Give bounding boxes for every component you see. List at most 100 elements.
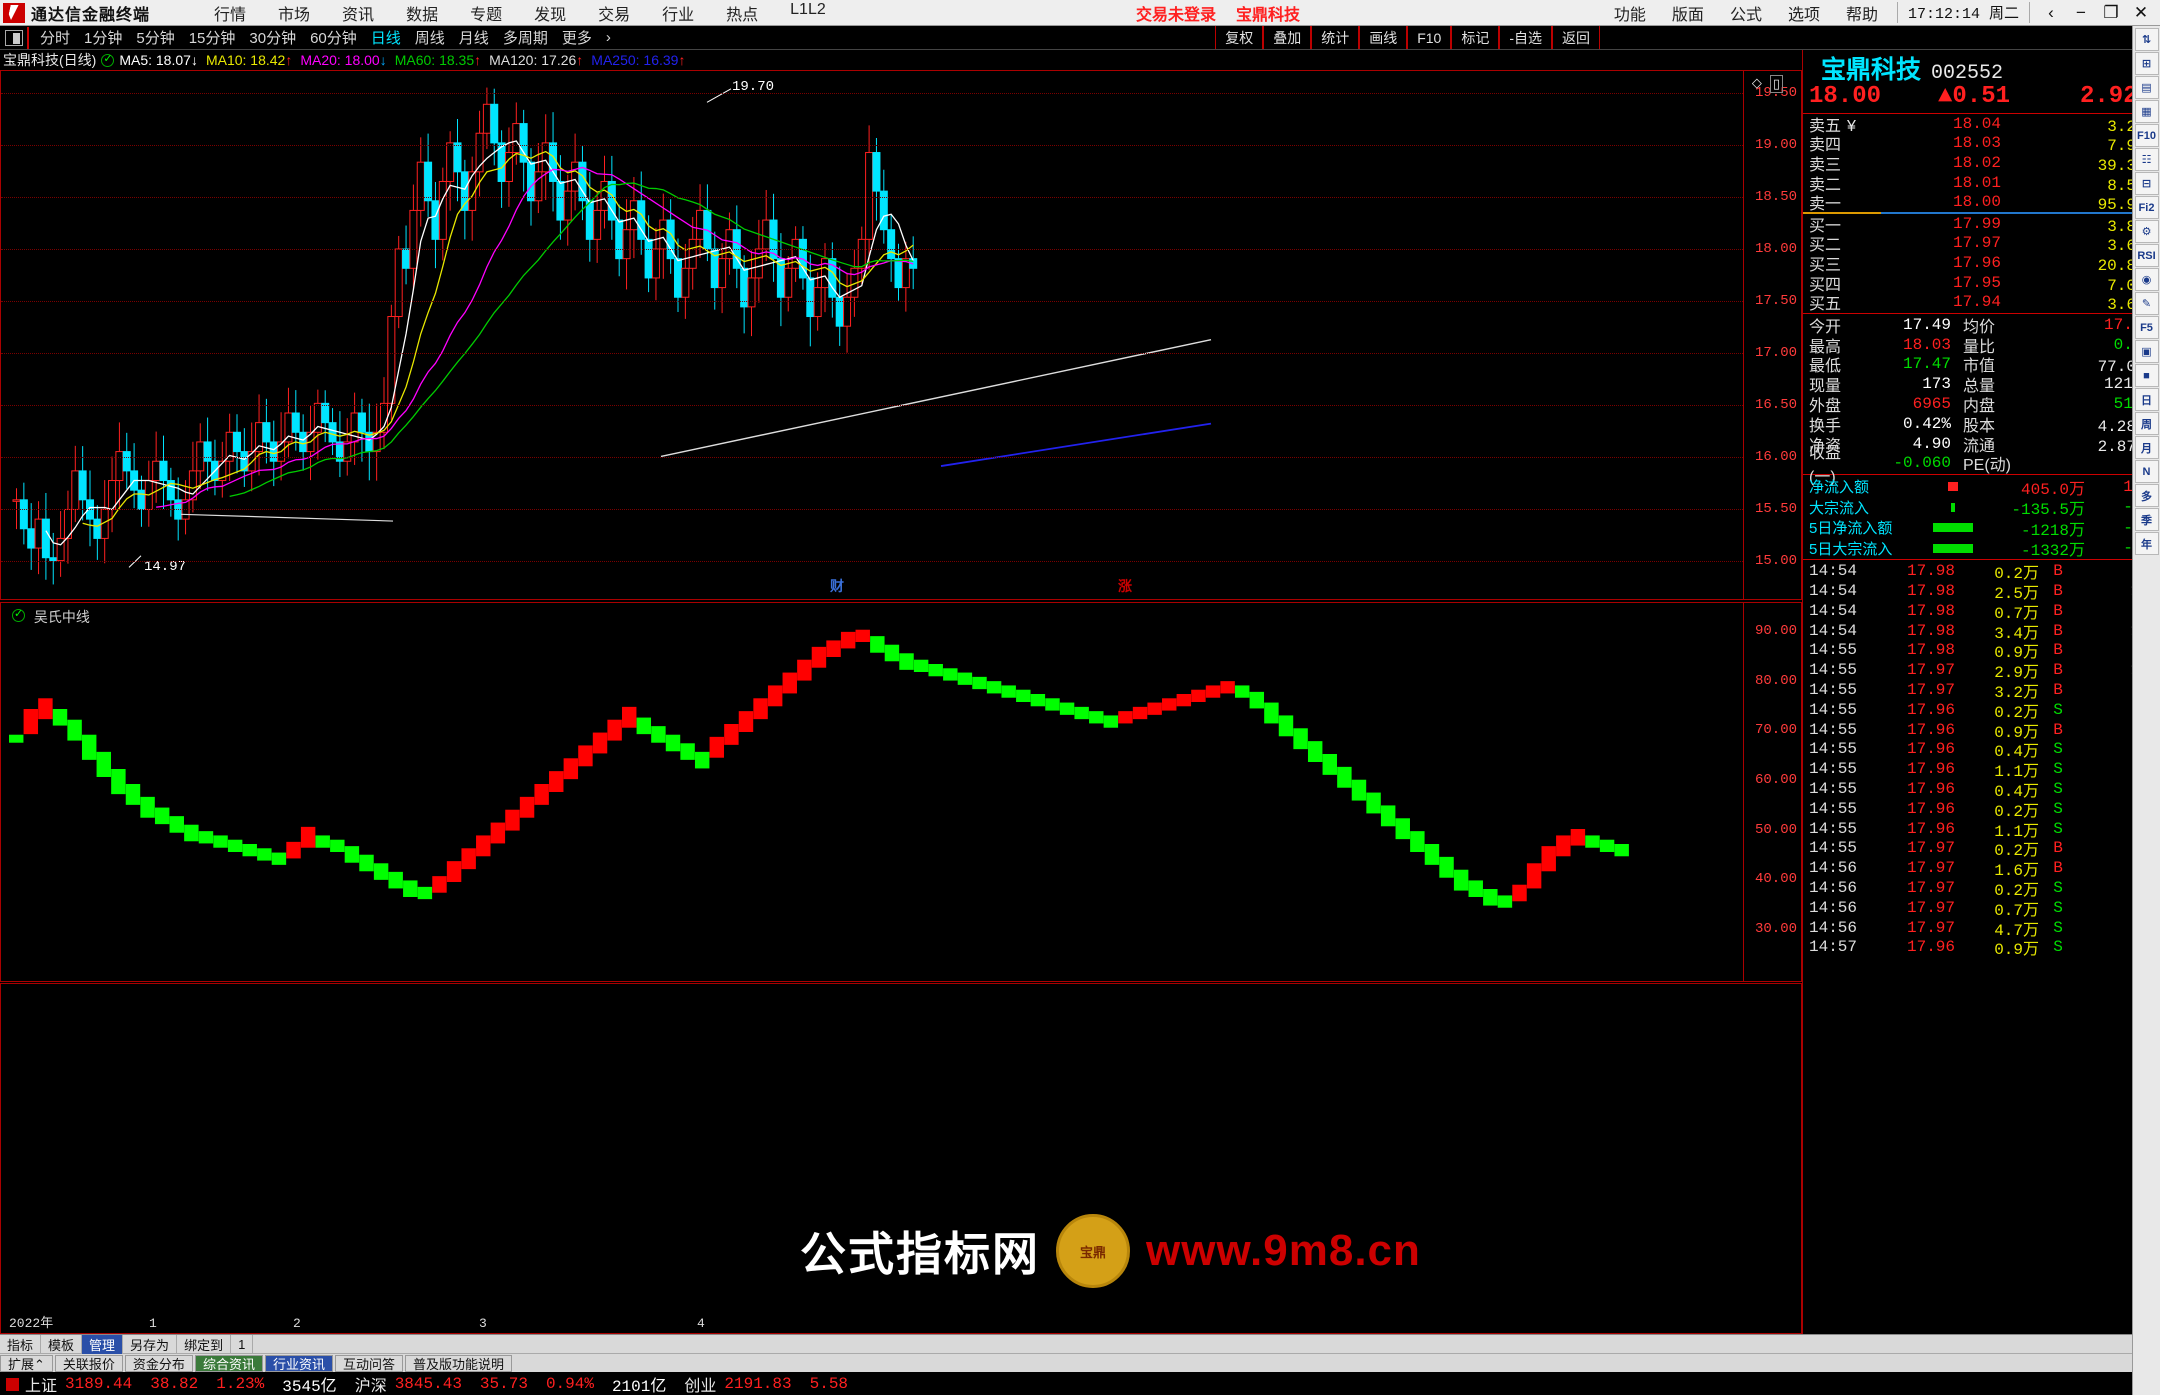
ext-btn-综合资讯[interactable]: 综合资讯 — [194, 1354, 263, 1372]
main-kline-pane[interactable]: 19.50 19.00 18.50 18.00 17.50 17.00 16.50 16.00… — [0, 70, 1802, 600]
menu-right-0[interactable]: 功能 — [1613, 6, 1646, 24]
order-book-row[interactable]: 卖五 ¥18.04 3.2万 — [1803, 114, 2160, 136]
rail-icon-4[interactable]: F10 — [2134, 124, 2159, 147]
period-日线[interactable]: 日线 — [370, 30, 401, 47]
rail-icon-3[interactable]: ▦ — [2134, 100, 2159, 123]
rail-icon-0[interactable]: ⇅ — [2134, 28, 2159, 51]
chart-action-统计[interactable]: 统计 — [1311, 26, 1360, 49]
chart-action-标记[interactable]: 标记 — [1451, 26, 1500, 49]
ext-btn-普及版功能说明[interactable]: 普及版功能说明 — [404, 1354, 512, 1372]
rail-icon-21[interactable]: 年 — [2134, 532, 2159, 555]
ext-btn-互动问答[interactable]: 互动问答 — [334, 1354, 403, 1372]
diamond-icon[interactable]: ◇ — [1751, 75, 1762, 90]
menu-item-6[interactable]: 交易 — [598, 6, 631, 24]
rail-icon-10[interactable]: ◉ — [2134, 268, 2159, 291]
indicator-btn-指标[interactable]: 指标 — [0, 1334, 42, 1354]
menu-item-4[interactable]: 专题 — [470, 6, 503, 24]
back-button[interactable]: ‹ — [2048, 2, 2054, 22]
period-5分钟[interactable]: 5分钟 — [136, 30, 175, 47]
ext-btn-关联报价[interactable]: 关联报价 — [54, 1354, 123, 1372]
close-button[interactable]: ✕ — [2133, 2, 2149, 22]
menu-right-1[interactable]: 版面 — [1671, 6, 1704, 24]
indicator-check-icon[interactable] — [12, 607, 25, 622]
chart-action-F10[interactable]: F10 — [1407, 26, 1452, 49]
ext-btn-行业资讯[interactable]: 行业资讯 — [264, 1354, 333, 1372]
chart-action-返回[interactable]: 返回 — [1552, 26, 1600, 49]
order-book-row[interactable]: 买五 17.94 3.6万 — [1803, 292, 2160, 314]
rail-icon-13[interactable]: ▣ — [2134, 340, 2159, 363]
period-60分钟[interactable]: 60分钟 — [310, 30, 357, 47]
more-chevron-icon[interactable]: › — [605, 29, 611, 46]
tick-list[interactable]: 14:5417.980.2万B114:5417.982.5万B1314:5417… — [1803, 561, 2160, 959]
period-周线[interactable]: 周线 — [414, 30, 445, 47]
indicator-btn-管理[interactable]: 管理 — [82, 1334, 124, 1354]
rail-icon-18[interactable]: N — [2134, 460, 2159, 483]
order-book-row[interactable]: 卖一 18.00 95.9万 — [1803, 192, 2160, 214]
rail-icon-15[interactable]: 日 — [2134, 388, 2159, 411]
menu-right-2[interactable]: 公式 — [1729, 6, 1762, 24]
period-15分钟[interactable]: 15分钟 — [188, 30, 236, 47]
ext-btn-资金分布[interactable]: 资金分布 — [124, 1354, 193, 1372]
rail-icon-11[interactable]: ✎ — [2134, 292, 2159, 315]
chart-action-画线[interactable]: 画线 — [1359, 26, 1408, 49]
menu-right-3[interactable]: 选项 — [1787, 6, 1820, 24]
order-book[interactable]: 卖五 ¥18.04 3.2万 卖四 18.03 7.9万 卖三 18.02 39.3万 卖二 18.… — [1803, 114, 2160, 314]
period-分时[interactable]: 分时 — [40, 30, 71, 47]
chart-action--自选[interactable]: -自选 — [1499, 26, 1552, 49]
ext-btn-扩展⌃[interactable]: 扩展⌃ — [0, 1354, 53, 1372]
layout-icon[interactable] — [5, 29, 23, 46]
rail-icon-16[interactable]: 周 — [2134, 412, 2159, 435]
check-circle-icon[interactable] — [101, 52, 115, 67]
period-更多[interactable]: 更多 — [561, 30, 592, 47]
order-book-row[interactable]: 卖四 18.03 7.9万 — [1803, 134, 2160, 155]
period-1分钟[interactable]: 1分钟 — [84, 30, 123, 47]
indicator-btn-模板[interactable]: 模板 — [41, 1334, 83, 1354]
menu-item-5[interactable]: 发现 — [534, 6, 567, 24]
rail-icon-19[interactable]: 多 — [2134, 484, 2159, 507]
rail-icon-14[interactable]: ■ — [2134, 364, 2159, 387]
rail-icon-1[interactable]: ⊞ — [2134, 52, 2159, 75]
rail-icon-17[interactable]: 月 — [2134, 436, 2159, 459]
rail-icon-7[interactable]: Fi2 — [2134, 196, 2159, 219]
rail-icon-5[interactable]: ☷ — [2134, 148, 2159, 171]
rail-icon-9[interactable]: RSI — [2134, 244, 2159, 267]
chart-action-复权[interactable]: 复权 — [1215, 26, 1264, 49]
chart-action-叠加[interactable]: 叠加 — [1263, 26, 1312, 49]
rail-icon-8[interactable]: ⚙ — [2134, 220, 2159, 243]
period-30分钟[interactable]: 30分钟 — [249, 30, 297, 47]
menu-item-7[interactable]: 行业 — [662, 6, 695, 24]
period-月线[interactable]: 月线 — [458, 30, 489, 47]
indicator-btn-另存为[interactable]: 另存为 — [123, 1334, 178, 1354]
restore-button[interactable]: ❐ — [2103, 2, 2119, 22]
rail-icon-6[interactable]: ⊟ — [2134, 172, 2159, 195]
menu-item-0[interactable]: 行情 — [214, 6, 247, 24]
period-多周期[interactable]: 多周期 — [502, 30, 548, 47]
menu-item-2[interactable]: 资讯 — [342, 6, 375, 24]
menu-right-4[interactable]: 帮助 — [1845, 6, 1878, 24]
rail-icon-2[interactable]: ▤ — [2134, 76, 2159, 99]
menu-item-8[interactable]: 热点 — [726, 6, 759, 24]
indicator-btn-绑定到[interactable]: 绑定到 — [177, 1334, 232, 1354]
menu-item-3[interactable]: 数据 — [406, 6, 439, 24]
minimize-button[interactable]: − — [2076, 2, 2086, 22]
rail-icon-20[interactable]: 季 — [2134, 508, 2159, 531]
indicator-pane[interactable]: 吴氏中线 90.00 80.00 70.00 60.00 50.00 40.00 30.00 — [0, 602, 1802, 982]
rail-icon-12[interactable]: F5 — [2134, 316, 2159, 339]
menu-item-1[interactable]: 市场 — [278, 6, 311, 24]
indicator-btn-1[interactable]: 1 — [231, 1334, 254, 1354]
menu-item-9[interactable]: L1L2 — [790, 0, 826, 18]
expand-icon[interactable]: ▯ — [1769, 75, 1783, 93]
right-icon-rail[interactable]: ⇅ ⊞ ▤ ▦ F10 ☷ ⊟ Fi2 ⚙ RSI ◉ ✎ F5 ▣ ■ 日周月 N 多季年 — [2132, 26, 2160, 1395]
